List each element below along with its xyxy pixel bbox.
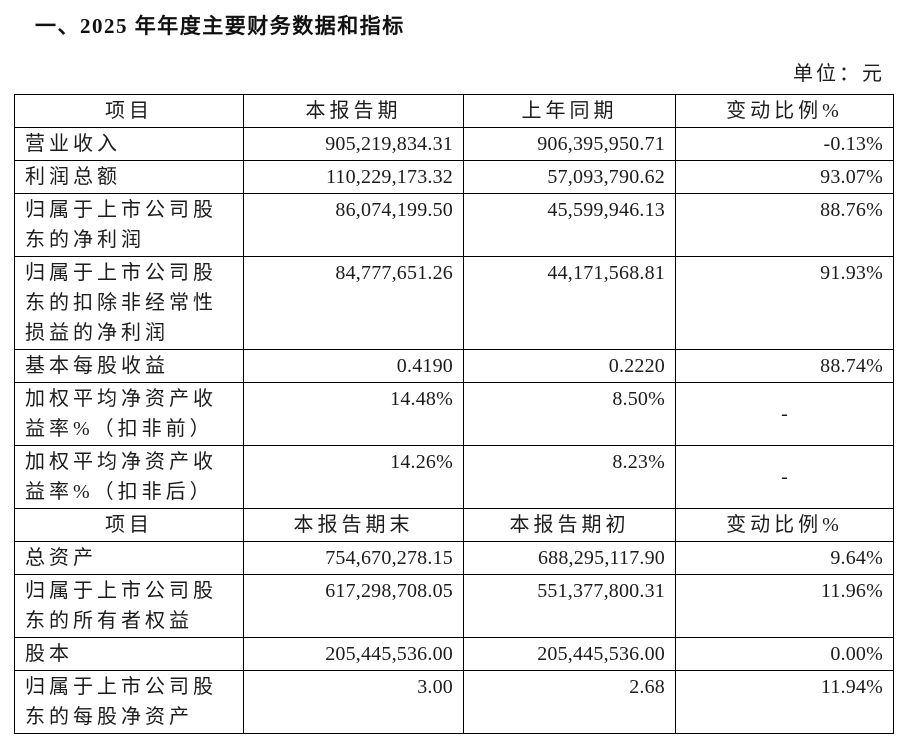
cell-change: 88.76% — [675, 193, 894, 257]
cell-item: 归属于上市公司股东的扣除非经常性损益的净利润 — [14, 256, 244, 350]
cell-current: 3.00 — [243, 670, 464, 734]
column-header: 本报告期末 — [243, 508, 464, 542]
cell-change: 93.07% — [675, 160, 894, 194]
table-row: 归属于上市公司股东的所有者权益 617,298,708.05 551,377,800… — [14, 574, 894, 638]
cell-current: 0.4190 — [243, 349, 464, 383]
cell-change: 0.00% — [675, 637, 894, 671]
cell-current: 14.26% — [243, 445, 464, 509]
cell-current: 84,777,651.26 — [243, 256, 464, 350]
table-row: 归属于上市公司股东的每股净资产 3.00 2.68 11.94% — [14, 670, 894, 734]
table-header-row-2: 项目 本报告期末 本报告期初 变动比例% — [14, 508, 894, 542]
table-row: 基本每股收益 0.4190 0.2220 88.74% — [14, 349, 894, 383]
cell-prior: 0.2220 — [463, 349, 676, 383]
column-header: 变动比例% — [675, 94, 894, 128]
cell-prior: 906,395,950.71 — [463, 127, 676, 161]
cell-item: 基本每股收益 — [14, 349, 244, 383]
column-header: 上年同期 — [463, 94, 676, 128]
column-header: 项目 — [14, 508, 244, 542]
cell-prior: 44,171,568.81 — [463, 256, 676, 350]
cell-change: 88.74% — [675, 349, 894, 383]
cell-item: 股本 — [14, 637, 244, 671]
cell-current: 754,670,278.15 — [243, 541, 464, 575]
table-row: 归属于上市公司股东的净利润 86,074,199.50 45,599,946.13 8… — [14, 193, 894, 257]
table-row: 加权平均净资产收益率%（扣非前） 14.48% 8.50% - — [14, 382, 894, 446]
cell-item: 归属于上市公司股东的所有者权益 — [14, 574, 244, 638]
cell-change: - — [675, 382, 894, 446]
cell-prior: 205,445,536.00 — [463, 637, 676, 671]
cell-current: 14.48% — [243, 382, 464, 446]
table-row: 股本 205,445,536.00 205,445,536.00 0.00% — [14, 637, 894, 671]
table-row: 利润总额 110,229,173.32 57,093,790.62 93.07% — [14, 160, 894, 194]
cell-change: 9.64% — [675, 541, 894, 575]
column-header: 本报告期初 — [463, 508, 676, 542]
table-row: 加权平均净资产收益率%（扣非后） 14.26% 8.23% - — [14, 445, 894, 509]
cell-item: 利润总额 — [14, 160, 244, 194]
cell-item: 归属于上市公司股东的净利润 — [14, 193, 244, 257]
cell-item: 总资产 — [14, 541, 244, 575]
cell-change: 11.94% — [675, 670, 894, 734]
cell-current: 617,298,708.05 — [243, 574, 464, 638]
cell-prior: 2.68 — [463, 670, 676, 734]
section-title: 一、2025 年年度主要财务数据和指标 — [35, 14, 405, 38]
financial-table-body: 项目 本报告期 上年同期 变动比例% 营业收入 905,219,834.31 906,395… — [14, 94, 894, 734]
column-header: 项目 — [14, 94, 244, 128]
cell-prior: 45,599,946.13 — [463, 193, 676, 257]
unit-label: 单位：元 — [793, 63, 885, 85]
cell-item: 营业收入 — [14, 127, 244, 161]
cell-change: 91.93% — [675, 256, 894, 350]
financial-data-table: 项目 本报告期 上年同期 变动比例% 营业收入 905,219,834.31 906,395… — [14, 94, 894, 734]
cell-item: 加权平均净资产收益率%（扣非后） — [14, 445, 244, 509]
column-header: 变动比例% — [675, 508, 894, 542]
table-header-row-1: 项目 本报告期 上年同期 变动比例% — [14, 94, 894, 128]
table-row: 总资产 754,670,278.15 688,295,117.90 9.64% — [14, 541, 894, 575]
table-row: 营业收入 905,219,834.31 906,395,950.71 -0.13% — [14, 127, 894, 161]
cell-current: 905,219,834.31 — [243, 127, 464, 161]
cell-current: 205,445,536.00 — [243, 637, 464, 671]
cell-prior: 551,377,800.31 — [463, 574, 676, 638]
cell-prior: 8.23% — [463, 445, 676, 509]
cell-item: 加权平均净资产收益率%（扣非前） — [14, 382, 244, 446]
cell-current: 110,229,173.32 — [243, 160, 464, 194]
cell-prior: 688,295,117.90 — [463, 541, 676, 575]
cell-change: -0.13% — [675, 127, 894, 161]
cell-change: - — [675, 445, 894, 509]
cell-prior: 8.50% — [463, 382, 676, 446]
column-header: 本报告期 — [243, 94, 464, 128]
cell-current: 86,074,199.50 — [243, 193, 464, 257]
cell-change: 11.96% — [675, 574, 894, 638]
cell-item: 归属于上市公司股东的每股净资产 — [14, 670, 244, 734]
cell-prior: 57,093,790.62 — [463, 160, 676, 194]
table-row: 归属于上市公司股东的扣除非经常性损益的净利润 84,777,651.26 44,17… — [14, 256, 894, 350]
